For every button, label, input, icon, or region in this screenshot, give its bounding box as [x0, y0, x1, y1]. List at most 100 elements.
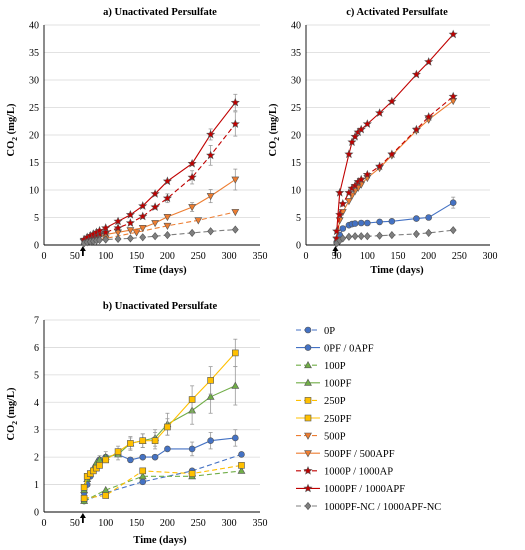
data-point — [150, 189, 160, 198]
series-250p — [80, 462, 245, 502]
panel-b-ylabel: CO2 (mg/L) — [6, 387, 19, 441]
data-point — [127, 440, 134, 447]
arrow-head-icon — [332, 246, 339, 251]
x-tick-label: 150 — [129, 518, 144, 529]
x-tick-label: 150 — [391, 251, 406, 262]
panel-c-xlabel: Time (days) — [370, 265, 424, 276]
legend-label: 1000PF-NC / 1000APF-NC — [324, 502, 441, 513]
x-tick-label: 200 — [160, 518, 175, 529]
series-1000pf-nc-1000apf-nc — [333, 226, 457, 248]
series-line — [336, 100, 454, 240]
y-tick-label: 25 — [291, 103, 301, 114]
legend-marker — [304, 360, 312, 369]
x-tick-label: 100 — [360, 251, 375, 262]
x-tick-label: 250 — [191, 251, 206, 262]
data-point — [188, 396, 196, 403]
data-point — [345, 232, 353, 241]
arrow-head-icon — [79, 246, 86, 251]
legend-marker — [304, 432, 312, 440]
data-point — [163, 214, 172, 222]
y-tick-label: 0 — [34, 508, 39, 519]
data-point — [231, 225, 239, 234]
legend-marker — [304, 414, 312, 422]
x-tick-label: 300 — [222, 251, 237, 262]
panel-c: c) Activated Persulfate Time (days) CO2 … — [268, 7, 498, 276]
data-point — [362, 169, 372, 179]
data-point — [207, 377, 214, 384]
legend-entry: 1000P / 1000AP — [296, 466, 393, 478]
panel-a: a) Unactivated Persulfate Time (days) CO… — [6, 7, 268, 276]
data-point — [102, 492, 110, 499]
data-point — [164, 423, 171, 431]
data-point — [207, 227, 215, 236]
data-point — [126, 227, 135, 235]
data-point — [425, 214, 432, 221]
series-line — [83, 470, 242, 502]
data-point — [350, 131, 360, 141]
legend-label: 250PF — [324, 414, 352, 425]
series-0pf-0apf — [333, 196, 457, 246]
data-point — [187, 172, 197, 182]
data-point — [448, 29, 458, 39]
series-250pf — [80, 338, 239, 491]
legend-entry: 100PF — [296, 378, 352, 390]
data-point — [188, 204, 197, 212]
series-1000p-1000ap — [79, 111, 240, 245]
data-point — [344, 187, 354, 197]
y-tick-label: 35 — [29, 48, 39, 59]
data-point — [413, 215, 420, 222]
data-point — [362, 119, 372, 128]
data-point — [231, 209, 240, 217]
data-point — [96, 462, 103, 469]
x-tick-label: 350 — [253, 251, 268, 262]
data-point — [164, 445, 171, 453]
data-point — [163, 222, 172, 230]
data-point — [188, 445, 196, 453]
x-tick-label: 50 — [70, 518, 80, 529]
series-1000pf-nc-1000apf-nc — [80, 225, 239, 248]
data-point — [127, 234, 134, 243]
data-point — [125, 218, 135, 227]
y-tick-label: 5 — [34, 370, 39, 381]
data-point — [424, 112, 434, 121]
panel-b-title: b) Unactivated Persulfate — [103, 301, 218, 312]
legend-marker — [304, 450, 312, 458]
data-point — [375, 108, 385, 117]
y-tick-label: 10 — [291, 186, 301, 197]
data-point — [356, 174, 366, 184]
data-point — [150, 202, 160, 211]
data-point — [164, 231, 171, 240]
data-point — [132, 229, 141, 237]
data-point — [80, 484, 88, 491]
data-point — [232, 434, 239, 442]
x-tick-label: 250 — [191, 518, 206, 529]
panel-a-plot: 0 5 10 15 20 25 30 35 40 0 50 100 150 200 250 300 350 — [29, 21, 268, 263]
data-point — [139, 478, 147, 486]
data-point — [351, 232, 359, 241]
data-point — [424, 57, 434, 66]
data-point — [113, 223, 123, 232]
legend: 0P 0PF / 0APF 100P 100PF 250P 250PF 500P 500PF … — [296, 326, 441, 513]
x-tick-label: 200 — [160, 251, 175, 262]
data-point — [238, 462, 245, 469]
data-point — [376, 218, 383, 226]
legend-entry: 0PF / 0APF — [296, 343, 374, 354]
legend-entry: 500PF / 500APF — [296, 449, 395, 460]
y-tick-label: 0 — [296, 241, 301, 252]
y-tick-label: 20 — [29, 131, 39, 142]
data-point — [448, 91, 458, 101]
data-point — [138, 211, 148, 221]
series-line — [83, 102, 236, 240]
panel-a-xlabel: Time (days) — [133, 265, 187, 276]
y-tick-label: 6 — [34, 343, 39, 354]
y-tick-label: 35 — [291, 48, 301, 59]
data-point — [162, 193, 172, 203]
x-tick-label: 350 — [253, 518, 268, 529]
data-point — [206, 193, 215, 201]
data-point — [139, 233, 147, 242]
data-point — [345, 198, 353, 206]
y-tick-label: 40 — [29, 21, 39, 32]
data-point — [162, 176, 172, 186]
legend-marker — [303, 466, 313, 475]
y-tick-label: 0 — [34, 241, 39, 252]
